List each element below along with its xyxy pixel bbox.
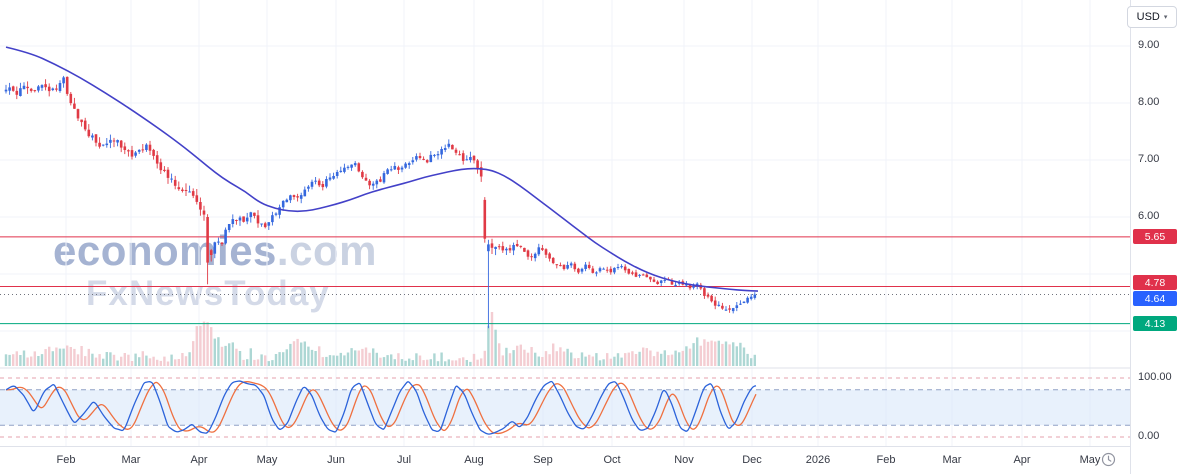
currency-label: USD (1136, 11, 1160, 23)
time-axis-label: 2026 (805, 454, 831, 466)
time-axis-label: Mar (121, 454, 141, 466)
oscillator-tick-label: 100.00 (1138, 371, 1172, 383)
price-level-badge: 5.65 (1133, 229, 1177, 245)
clock-icon[interactable] (1101, 452, 1116, 467)
price-level-badge: 4.13 (1133, 316, 1177, 332)
time-axis-label: Feb (56, 454, 76, 466)
time-axis-label: Aug (464, 454, 484, 466)
time-axis-label: May (1079, 454, 1101, 466)
time-axis-label: Nov (674, 454, 694, 466)
last-price-badge: 4.64 (1133, 291, 1177, 307)
price-level-badge: 4.78 (1133, 275, 1177, 291)
price-tick-label: 9.00 (1138, 39, 1160, 51)
time-axis-label: Sep (533, 454, 553, 466)
time-axis-label: Jul (396, 454, 412, 466)
time-axis-label: Feb (876, 454, 896, 466)
price-axis[interactable]: 9.00 8.00 7.00 6.00 100.00 0.00 5.65 4.78 4.64 4.… (1130, 0, 1181, 474)
chevron-down-icon: ▾ (1163, 14, 1168, 21)
price-tick-label: 6.00 (1138, 210, 1160, 222)
time-axis-label: Oct (603, 454, 621, 466)
time-axis-label: Mar (942, 454, 962, 466)
time-axis-label: May (256, 454, 278, 466)
currency-selector[interactable]: USD ▾ (1127, 6, 1177, 28)
price-tick-label: 8.00 (1138, 96, 1160, 108)
price-tick-label: 7.00 (1138, 153, 1160, 165)
time-axis-label: Dec (742, 454, 762, 466)
time-axis-label: Jun (327, 454, 345, 466)
time-axis-label: Apr (1013, 454, 1031, 466)
time-axis-label: Apr (190, 454, 208, 466)
time-axis[interactable]: Feb Mar Apr May Jun Jul Aug Sep Oct Nov Dec 2026 Feb… (0, 446, 1181, 474)
oscillator-tick-label: 0.00 (1138, 430, 1160, 442)
